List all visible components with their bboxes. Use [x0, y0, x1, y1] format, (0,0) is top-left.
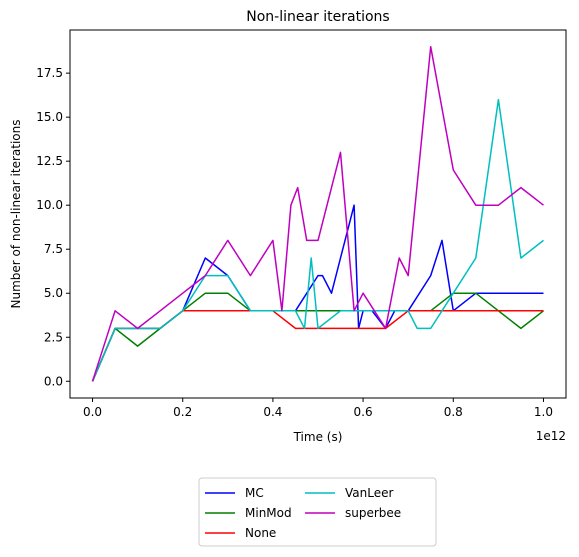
series-line-vanleer: [91, 98, 544, 382]
x-tick-label: 0.0: [83, 405, 102, 419]
axes-frame: [69, 29, 567, 399]
plot-area: [69, 29, 567, 399]
legend-entry-none: None: [205, 526, 276, 540]
legend-entry-superbee: superbee: [305, 506, 401, 520]
y-tick-label: 0.0: [44, 374, 63, 388]
y-axis-ticks: 0.0 2.5 5.0 7.5 10.0 12.5 15.0 17.5: [36, 66, 70, 388]
y-axis-label: Number of non-linear iterations: [9, 120, 23, 309]
x-tick-label: 0.8: [444, 405, 463, 419]
legend-entry-minmod: MinMod: [205, 506, 292, 520]
y-tick-label: 15.0: [36, 110, 63, 124]
x-tick-label: 0.6: [354, 405, 373, 419]
legend-entries: MC MinMod None VanLeer superbee: [205, 486, 401, 540]
legend-label: MC: [245, 486, 264, 500]
legend-box: [198, 477, 437, 547]
legend-label: superbee: [345, 506, 401, 520]
chart-title: Non-linear iterations: [246, 9, 389, 25]
legend-label: VanLeer: [345, 486, 393, 500]
series-line-minmod: [91, 292, 544, 382]
series-layer: [91, 45, 544, 382]
x-axis-ticks: 0.0 0.2 0.4 0.6 0.8 1.0: [83, 398, 553, 419]
x-tick-label: 0.4: [263, 405, 282, 419]
legend-label: None: [245, 526, 276, 540]
y-tick-label: 5.0: [44, 286, 63, 300]
y-tick-label: 17.5: [36, 66, 63, 80]
x-axis-offset-label: 1e12: [536, 429, 566, 443]
x-axis-label: Time (s): [293, 430, 343, 444]
legend: MC MinMod None VanLeer superbee: [198, 477, 437, 547]
y-tick-label: 7.5: [44, 242, 63, 256]
y-tick-label: 10.0: [36, 198, 63, 212]
x-tick-label: 1.0: [534, 405, 553, 419]
legend-label: MinMod: [245, 506, 292, 520]
legend-entry-mc: MC: [205, 486, 264, 500]
y-tick-label: 2.5: [44, 330, 63, 344]
legend-entry-vanleer: VanLeer: [305, 486, 393, 500]
series-line-superbee: [91, 45, 544, 382]
x-tick-label: 0.2: [173, 405, 192, 419]
y-tick-label: 12.5: [36, 154, 63, 168]
